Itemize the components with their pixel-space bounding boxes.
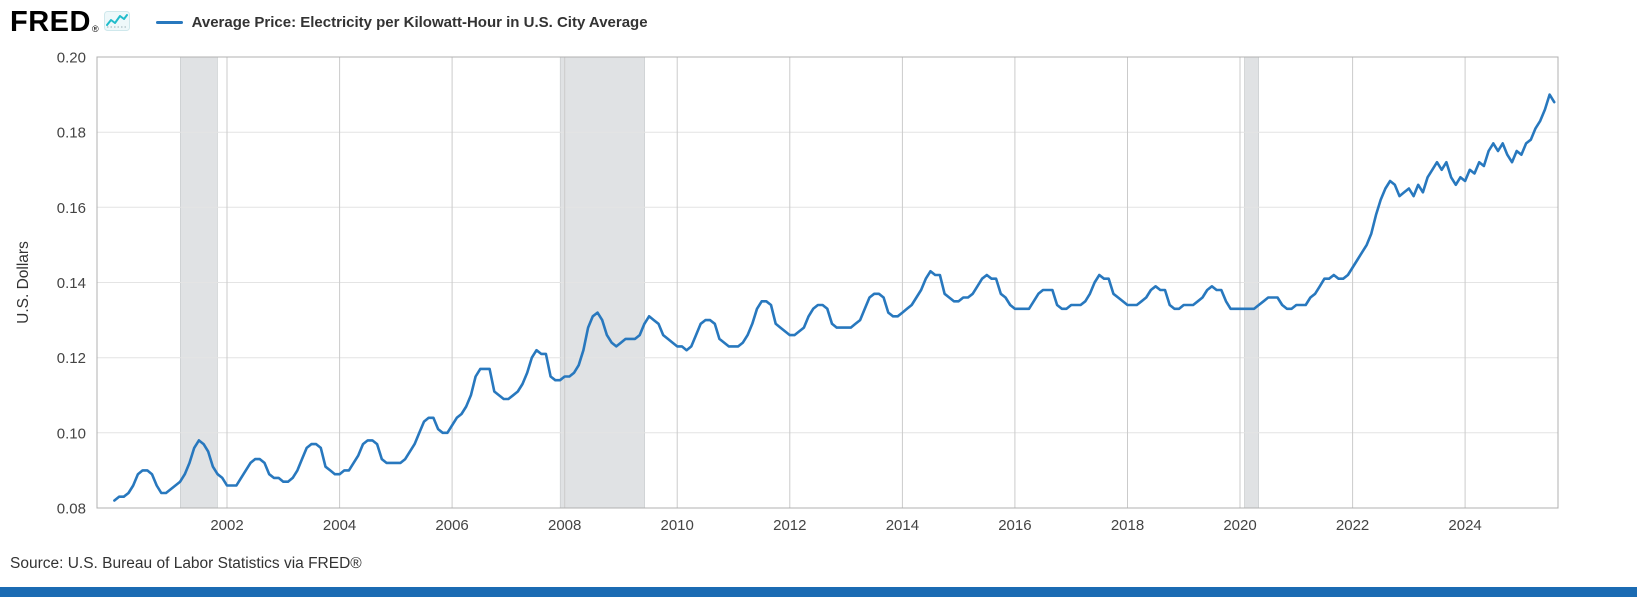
y-tick-label: 0.12 — [57, 350, 86, 367]
x-tick-label: 2002 — [210, 517, 243, 534]
x-tick-label: 2012 — [773, 517, 806, 534]
legend-line-swatch — [155, 20, 183, 24]
fred-logo[interactable]: FRED ® — [10, 5, 130, 38]
fred-logo-text: FRED — [10, 5, 91, 38]
y-tick-label: 0.08 — [57, 501, 86, 518]
x-tick-label: 2008 — [548, 517, 581, 534]
x-tick-label: 2014 — [886, 517, 919, 534]
x-tick-label: 2022 — [1336, 517, 1369, 534]
x-tick-label: 2010 — [661, 517, 694, 534]
x-tick-label: 2018 — [1111, 517, 1144, 534]
y-tick-label: 0.14 — [57, 275, 86, 292]
y-tick-label: 0.18 — [57, 125, 86, 142]
y-axis-title: U.S. Dollars — [15, 241, 32, 324]
y-tick-label: 0.20 — [57, 50, 86, 67]
x-tick-label: 2004 — [323, 517, 356, 534]
fred-logo-registered: ® — [91, 23, 99, 34]
vertical-gridlines — [226, 57, 1466, 508]
fred-logo-chart-icon — [103, 10, 130, 36]
data-series-line — [113, 93, 1556, 502]
x-tick-label: 2024 — [1448, 517, 1481, 534]
y-tick-label: 0.10 — [57, 425, 86, 442]
legend-label: Average Price: Electricity per Kilowatt-… — [191, 13, 648, 31]
x-axis-tick-labels: 2002 2004 2006 2008 2010 2012 2014 2016 2018 2020… — [210, 517, 1481, 534]
x-tick-label: 2016 — [998, 517, 1031, 534]
source-note: Source: U.S. Bureau of Labor Statistics … — [10, 555, 362, 572]
legend: Average Price: Electricity per Kilowatt-… — [155, 13, 648, 31]
y-tick-label: 0.16 — [57, 200, 86, 217]
x-tick-label: 2006 — [435, 517, 468, 534]
chart-header: FRED ® Average Price: Electricity per Ki… — [0, 0, 1637, 44]
footer-accent-bar — [0, 587, 1637, 597]
x-tick-label: 2020 — [1223, 517, 1256, 534]
y-axis-tick-labels: 0.08 0.10 0.12 0.14 0.16 0.18 0.20 — [57, 50, 86, 518]
plot-frame — [96, 56, 1559, 509]
